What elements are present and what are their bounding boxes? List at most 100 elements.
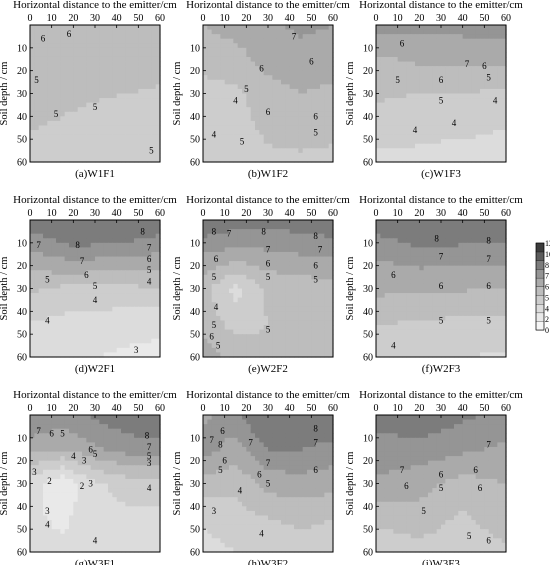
heat-cell xyxy=(445,238,451,244)
heat-cell xyxy=(34,43,40,49)
heat-cell xyxy=(147,43,152,49)
heat-cell xyxy=(454,111,459,117)
heat-cell xyxy=(320,34,325,40)
heat-cell xyxy=(298,279,304,285)
heat-cell xyxy=(255,347,260,354)
heat-cell xyxy=(224,306,230,312)
heat-cell xyxy=(289,120,295,127)
heat-cell xyxy=(211,25,217,31)
heat-cell xyxy=(428,84,433,90)
heat-cell xyxy=(263,102,269,108)
heat-cell xyxy=(497,152,503,159)
heat-cell xyxy=(30,238,35,244)
contour-value-label: 8 xyxy=(261,226,266,236)
heat-cell xyxy=(207,107,213,113)
heat-cell xyxy=(268,343,273,349)
heat-cell xyxy=(64,107,70,113)
heat-cell xyxy=(224,43,230,49)
heat-cell xyxy=(328,102,334,108)
heat-cell xyxy=(86,288,92,294)
heat-cell xyxy=(259,120,265,127)
heat-cell xyxy=(216,338,221,344)
heat-cell xyxy=(99,224,105,230)
heat-cell xyxy=(497,111,503,117)
heat-cell xyxy=(108,29,113,35)
y-axis-title: Soil depth / cm xyxy=(172,62,183,126)
heat-cell xyxy=(294,283,299,290)
heat-cell xyxy=(108,238,113,244)
heat-cell xyxy=(224,220,230,226)
heat-cell xyxy=(242,25,247,31)
heat-cell xyxy=(255,56,260,63)
heat-cell xyxy=(428,130,433,136)
heat-cell xyxy=(64,343,70,349)
heat-cell xyxy=(108,139,113,145)
heat-cell xyxy=(142,47,148,53)
heat-cell xyxy=(142,66,148,72)
heat-cell xyxy=(242,270,247,276)
heat-cell xyxy=(108,120,113,127)
heat-cell xyxy=(69,148,74,154)
heat-cell xyxy=(77,34,83,40)
heat-cell xyxy=(229,47,234,53)
heat-cell xyxy=(484,38,490,44)
heat-cell xyxy=(441,38,446,44)
heat-cell xyxy=(95,34,100,40)
heat-cell xyxy=(64,125,70,131)
heat-cell xyxy=(34,139,40,145)
heat-cell xyxy=(281,293,286,299)
heat-cell xyxy=(142,270,148,276)
heat-cell xyxy=(423,84,429,90)
heat-cell xyxy=(480,125,485,131)
heat-cell xyxy=(129,107,135,113)
heat-cell xyxy=(103,311,109,317)
heat-cell xyxy=(462,148,468,154)
heat-cell xyxy=(263,34,269,40)
heat-cell xyxy=(108,352,113,358)
heat-cell xyxy=(246,325,252,331)
heat-cell xyxy=(108,56,113,63)
contour-value-label: 7 xyxy=(227,229,232,239)
heat-cell xyxy=(480,116,485,122)
heat-cell xyxy=(315,325,321,331)
heat-cell xyxy=(471,29,477,35)
heat-cell xyxy=(237,120,243,127)
heat-cell xyxy=(43,279,48,285)
heat-cell xyxy=(142,238,148,244)
heat-cell xyxy=(436,98,442,104)
heat-cell xyxy=(255,229,260,235)
heat-cell xyxy=(207,242,213,248)
heat-cell xyxy=(397,256,403,262)
heat-cell xyxy=(255,143,260,149)
heat-cell xyxy=(406,107,412,113)
heat-cell xyxy=(229,102,234,108)
heat-cell xyxy=(30,279,35,285)
heat-cell xyxy=(480,38,485,44)
heat-cell xyxy=(320,93,325,99)
heat-cell xyxy=(397,56,403,63)
heat-cell xyxy=(30,261,35,267)
heat-cell xyxy=(276,107,282,113)
heat-cell xyxy=(415,43,420,49)
heat-cell xyxy=(384,261,390,267)
heat-cell xyxy=(259,34,265,40)
heat-cell xyxy=(328,338,334,344)
heat-cell xyxy=(56,279,61,285)
heat-cell xyxy=(69,116,74,122)
heat-cell xyxy=(233,25,239,31)
heat-cell xyxy=(233,343,239,349)
heat-cell xyxy=(449,157,455,163)
heat-cell xyxy=(90,70,96,76)
heat-cell xyxy=(263,120,269,127)
heat-cell xyxy=(320,229,325,235)
heat-cell xyxy=(272,84,278,90)
heat-cell xyxy=(393,111,399,117)
heat-cell xyxy=(233,116,239,122)
heat-cell xyxy=(298,343,304,349)
heat-cell xyxy=(95,139,100,145)
heat-cell xyxy=(233,251,239,258)
heat-cell xyxy=(125,56,131,63)
heat-cell xyxy=(376,25,381,31)
heat-cell xyxy=(155,157,161,163)
heat-cell xyxy=(116,61,122,67)
